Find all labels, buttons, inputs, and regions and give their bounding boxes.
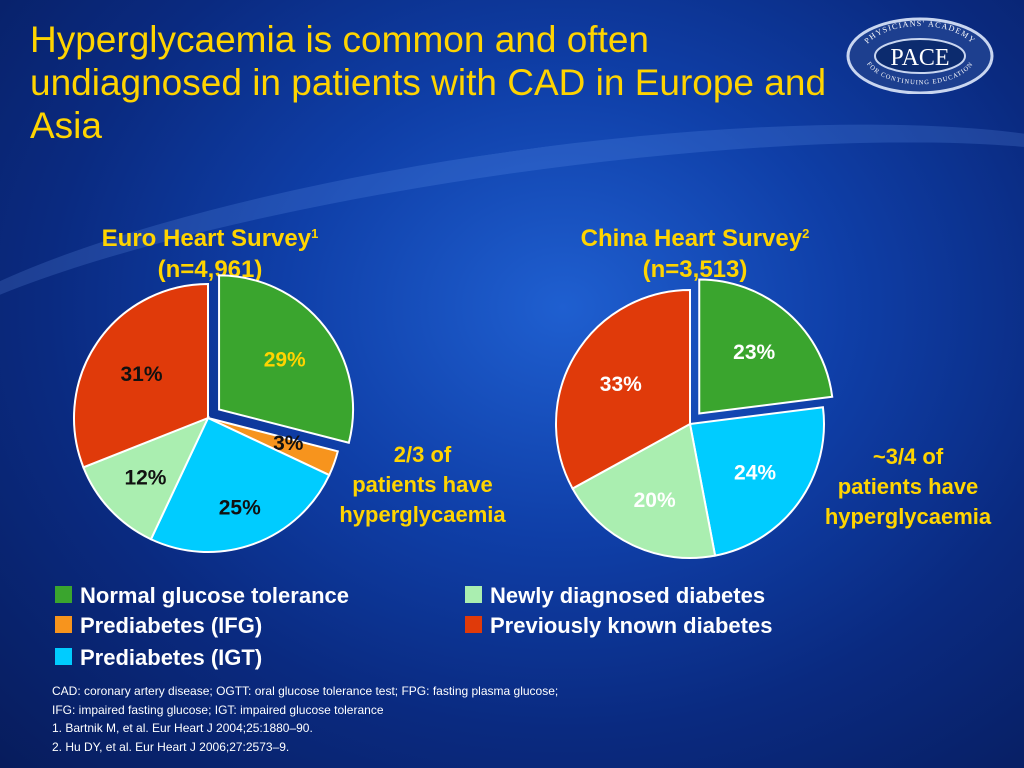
legend-label: Previously known diabetes xyxy=(490,613,773,638)
euro-title-sup: 1 xyxy=(311,226,319,241)
legend-label: Prediabetes (IGT) xyxy=(80,645,263,670)
pie-slice-newly-diagnosed-diabetes xyxy=(82,416,210,541)
footnotes: CAD: coronary artery disease; OGTT: oral… xyxy=(52,682,952,756)
china-callout-line: hyperglycaemia xyxy=(824,504,992,529)
pie-data-label: 31% xyxy=(120,363,162,386)
legend-label: Prediabetes (IFG) xyxy=(80,613,263,638)
pie-data-label: 33% xyxy=(600,373,642,396)
china-title-sup: 2 xyxy=(802,226,810,241)
pie-slice-newly-diagnosed-diabetes xyxy=(571,422,717,559)
legend-swatch xyxy=(55,586,72,603)
euro-callout-line: patients have xyxy=(352,472,493,497)
footnote-abbreviations: IFG: impaired fasting glucose; IGT: impa… xyxy=(52,702,384,717)
pie-data-label: 29% xyxy=(264,348,306,371)
pie-slice-prediabetes-igt- xyxy=(688,406,825,557)
pie-slice-prediabetes-igt- xyxy=(149,416,331,553)
pie-slice-previously-known-diabetes xyxy=(73,282,209,469)
pace-logo: PHYSICIANS' ACADEMY FOR CONTINUING EDUCA… xyxy=(846,17,994,94)
pie-data-label: 23% xyxy=(733,341,775,364)
euro-callout: 2/3 of patients have hyperglycaemia xyxy=(320,440,525,530)
china-subtitle: (n=3,513) xyxy=(642,256,748,283)
legend-item-prediabetes-ifg: Prediabetes (IFG) xyxy=(55,613,262,639)
legend-swatch xyxy=(55,616,72,633)
legend-item-previously-known: Previously known diabetes xyxy=(465,613,772,639)
legend-swatch xyxy=(465,586,482,603)
pie-data-label: 24% xyxy=(734,461,776,484)
euro-callout-line: hyperglycaemia xyxy=(339,502,506,527)
pie-data-label: 20% xyxy=(634,489,676,512)
slide-title: Hyperglycaemia is common and often undia… xyxy=(30,19,827,146)
euro-title-text: Euro Heart Survey xyxy=(101,225,312,252)
footnote-reference: 1. Bartnik M, et al. Eur Heart J 2004;25… xyxy=(52,721,313,735)
footnote-abbreviations: CAD: coronary artery disease; OGTT: oral… xyxy=(52,684,559,698)
pie-slice-previously-known-diabetes xyxy=(555,288,691,490)
china-callout-line: patients have xyxy=(837,474,979,499)
legend-item-normal-glucose: Normal glucose tolerance xyxy=(55,583,349,609)
legend-label: Normal glucose tolerance xyxy=(80,583,349,608)
footnote-reference: 2. Hu DY, et al. Eur Heart J 2006;27:257… xyxy=(52,739,290,754)
china-callout-line: ~3/4 of xyxy=(872,444,944,469)
pie-slice-normal-glucose-tolerance xyxy=(218,274,355,444)
legend-item-prediabetes-igt: Prediabetes (IGT) xyxy=(55,645,262,671)
legend-label: Newly diagnosed diabetes xyxy=(490,583,766,608)
legend-swatch xyxy=(55,648,72,665)
pie-data-label: 3% xyxy=(273,432,304,455)
china-title-text: China Heart Survey xyxy=(580,225,803,252)
china-callout: ~3/4 of patients have hyperglycaemia xyxy=(803,442,1013,532)
legend-item-newly-diagnosed: Newly diagnosed diabetes xyxy=(465,583,765,609)
china-chart-title: China Heart Survey2 (n=3,513) xyxy=(540,218,850,285)
pie-slice-normal-glucose-tolerance xyxy=(698,278,834,415)
euro-callout-line: 2/3 of xyxy=(393,442,452,467)
legend-swatch xyxy=(465,616,482,633)
logo-center-text: PACE xyxy=(890,45,949,71)
pie-data-label: 12% xyxy=(124,467,166,490)
pie-data-label: 25% xyxy=(219,496,261,519)
